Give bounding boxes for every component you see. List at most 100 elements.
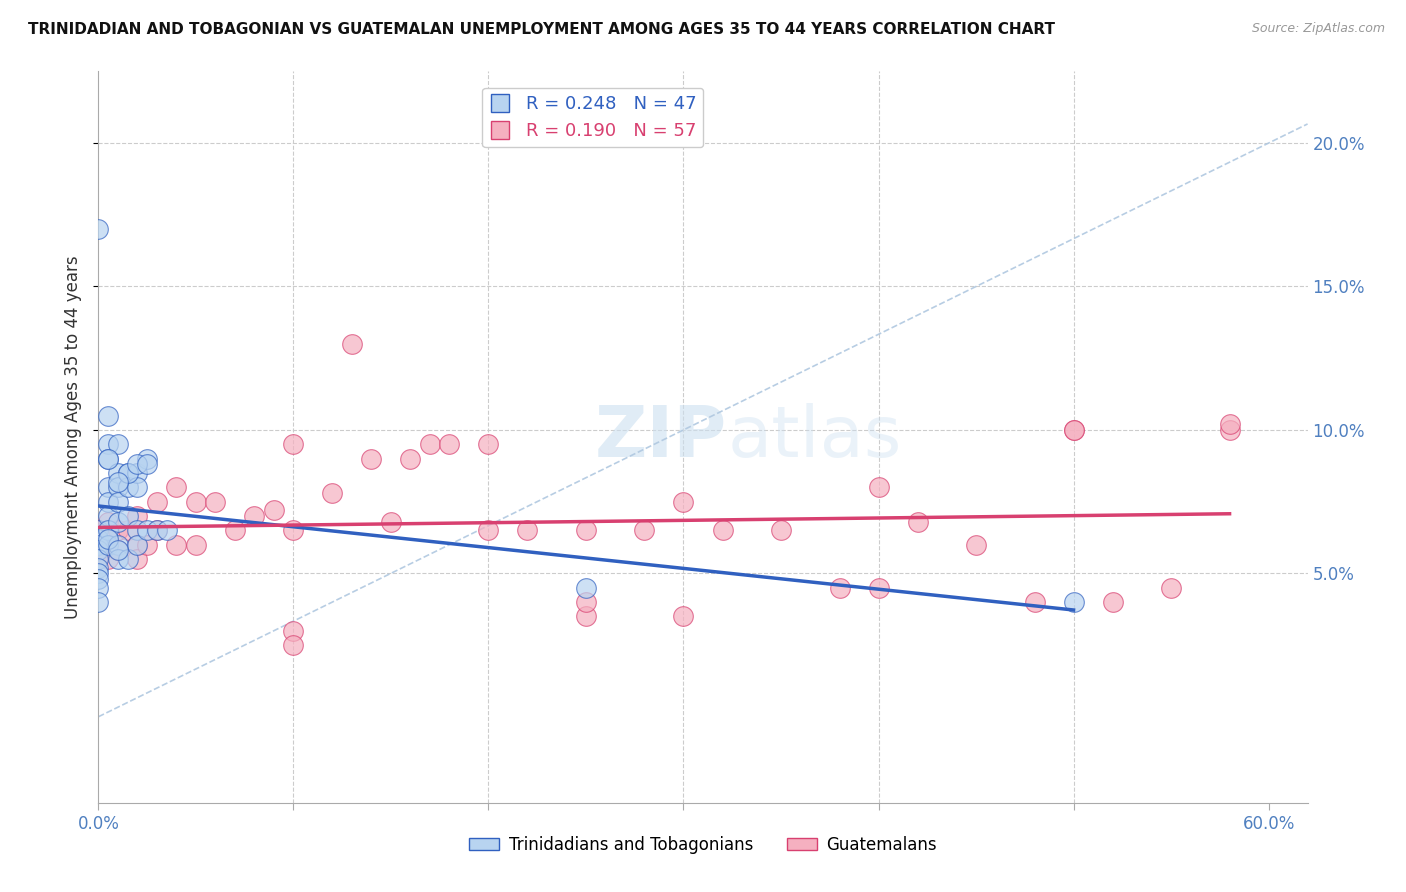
Point [146, 494, 169, 508]
Point [127, 538, 149, 552]
Point [283, 524, 305, 538]
Point [575, 524, 598, 538]
Point [184, 538, 207, 552]
Point [224, 524, 246, 538]
Point [87, 222, 110, 236]
Point [87, 532, 110, 546]
Point [127, 508, 149, 523]
Point [97, 552, 120, 566]
Point [117, 466, 139, 480]
Point [204, 494, 226, 508]
Point [575, 609, 598, 624]
Point [1063, 595, 1085, 609]
Point [243, 508, 266, 523]
Point [419, 437, 441, 451]
Point [97, 451, 120, 466]
Point [156, 524, 179, 538]
Point [146, 524, 169, 538]
Point [127, 524, 149, 538]
Point [769, 524, 792, 538]
Point [107, 543, 129, 558]
Point [97, 532, 120, 546]
Point [828, 581, 851, 595]
Point [97, 524, 120, 538]
Point [107, 437, 129, 451]
Point [87, 538, 110, 552]
Point [117, 508, 139, 523]
Point [399, 451, 422, 466]
Point [117, 480, 139, 494]
Point [87, 566, 110, 581]
Text: TRINIDADIAN AND TOBAGONIAN VS GUATEMALAN UNEMPLOYMENT AMONG AGES 35 TO 44 YEARS : TRINIDADIAN AND TOBAGONIAN VS GUATEMALAN… [28, 22, 1054, 37]
Point [87, 524, 110, 538]
Point [1101, 595, 1123, 609]
Point [1024, 595, 1046, 609]
Point [575, 581, 598, 595]
Point [87, 524, 110, 538]
Text: Source: ZipAtlas.com: Source: ZipAtlas.com [1251, 22, 1385, 36]
Point [97, 409, 120, 423]
Point [97, 515, 120, 529]
Point [107, 475, 129, 489]
Point [97, 437, 120, 451]
Point [127, 552, 149, 566]
Point [868, 581, 890, 595]
Point [1219, 417, 1241, 432]
Point [907, 515, 929, 529]
Point [107, 480, 129, 494]
Point [87, 581, 110, 595]
Point [107, 543, 129, 558]
Point [87, 552, 110, 566]
Point [321, 486, 343, 500]
Point [97, 494, 120, 508]
Point [711, 524, 734, 538]
Point [965, 538, 987, 552]
Point [340, 336, 363, 351]
Point [165, 538, 187, 552]
Point [672, 494, 695, 508]
Point [107, 466, 129, 480]
Point [127, 458, 149, 472]
Point [97, 508, 120, 523]
Legend: Trinidadians and Tobagonians, Guatemalans: Trinidadians and Tobagonians, Guatemalan… [463, 829, 943, 860]
Point [283, 624, 305, 638]
Point [477, 524, 499, 538]
Text: atlas: atlas [727, 402, 901, 472]
Point [97, 538, 120, 552]
Point [439, 437, 461, 451]
Point [146, 524, 169, 538]
Point [136, 524, 159, 538]
Point [516, 524, 538, 538]
Point [87, 538, 110, 552]
Point [165, 480, 187, 494]
Point [283, 638, 305, 652]
Point [1063, 423, 1085, 437]
Point [127, 538, 149, 552]
Point [127, 480, 149, 494]
Point [97, 451, 120, 466]
Point [87, 572, 110, 586]
Text: ZIP: ZIP [595, 402, 727, 472]
Point [184, 494, 207, 508]
Point [263, 503, 285, 517]
Point [1160, 581, 1182, 595]
Point [136, 458, 159, 472]
Point [87, 543, 110, 558]
Point [107, 494, 129, 508]
Point [380, 515, 402, 529]
Point [672, 609, 695, 624]
Point [575, 595, 598, 609]
Point [87, 595, 110, 609]
Point [117, 466, 139, 480]
Point [1219, 423, 1241, 437]
Point [136, 538, 159, 552]
Point [1063, 423, 1085, 437]
Point [97, 480, 120, 494]
Point [633, 524, 655, 538]
Point [107, 524, 129, 538]
Point [87, 552, 110, 566]
Point [360, 451, 382, 466]
Point [127, 466, 149, 480]
Point [107, 552, 129, 566]
Point [283, 437, 305, 451]
